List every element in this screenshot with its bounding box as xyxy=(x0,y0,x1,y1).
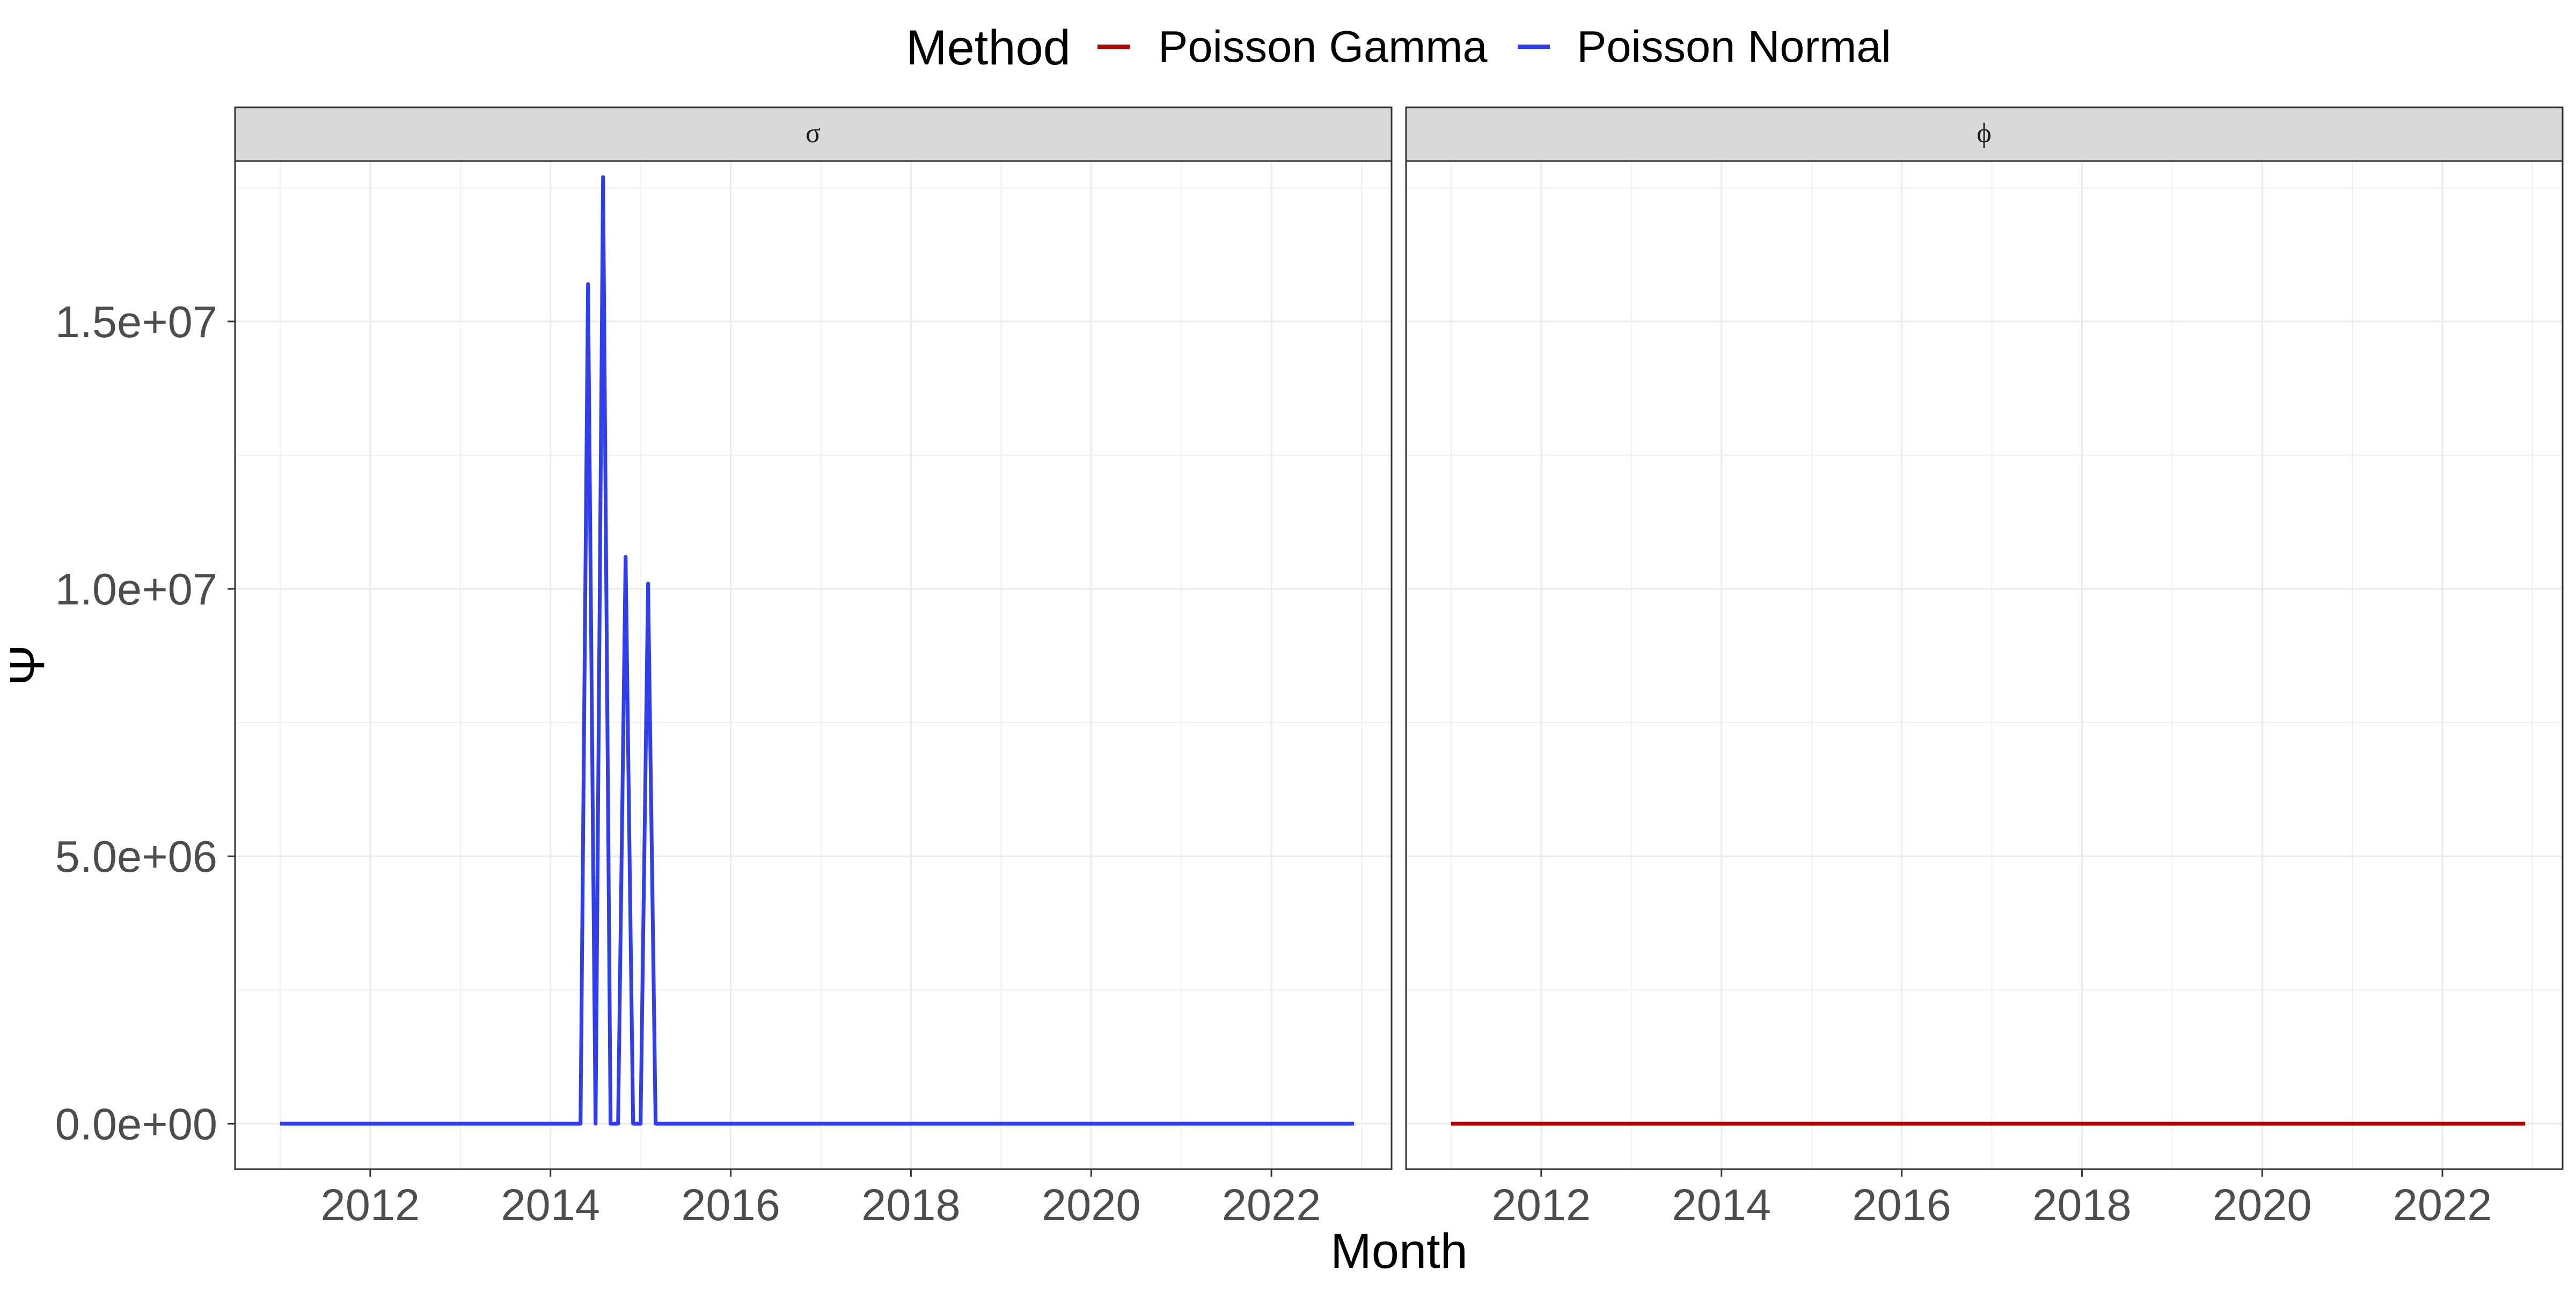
x-tick-label: 2014 xyxy=(1672,1180,1771,1230)
legend-title: Method xyxy=(906,20,1071,75)
x-axis-sigma: 2012 2014 2016 2018 2020 2022 xyxy=(321,1169,1321,1230)
x-tick-label: 2018 xyxy=(2032,1180,2132,1230)
panel-border-phi xyxy=(1405,160,2564,1170)
y-axis-title: Ψ xyxy=(0,645,55,686)
y-tick-label: 0.0e+00 xyxy=(55,1099,217,1149)
facet-panel-phi: ϕ xyxy=(1405,106,2564,1170)
legend-label-poisson-normal: Poisson Normal xyxy=(1577,21,1891,71)
panel-border-sigma xyxy=(234,160,1393,1170)
panel-background-sigma xyxy=(235,161,1392,1169)
y-tick-label: 1.0e+07 xyxy=(55,564,217,614)
legend: Method Poisson Gamma Poisson Normal xyxy=(906,20,1891,75)
x-tick-label: 2020 xyxy=(2213,1180,2312,1230)
facet-label-phi: ϕ xyxy=(1977,118,1991,149)
x-tick-label: 2018 xyxy=(861,1180,961,1230)
y-tick-label: 5.0e+06 xyxy=(55,832,217,881)
series-lines-sigma xyxy=(280,175,1354,1126)
facet-label-sigma: σ xyxy=(806,118,821,149)
x-tick-label: 2012 xyxy=(321,1180,420,1230)
x-tick-label: 2022 xyxy=(2393,1180,2492,1230)
x-tick-label: 2022 xyxy=(1222,1180,1321,1230)
gridlines-sigma xyxy=(235,161,1392,1169)
series-line-poisson-normal xyxy=(280,175,1354,1126)
gridlines-phi xyxy=(1406,161,2563,1169)
facet-strip-sigma xyxy=(234,106,1393,162)
x-axis-phi: 2012 2014 2016 2018 2020 2022 xyxy=(1492,1169,2492,1230)
facet-panel-sigma: σ xyxy=(234,106,1393,1170)
x-axis-title: Month xyxy=(1330,1224,1468,1279)
x-tick-label: 2014 xyxy=(501,1180,600,1230)
x-tick-label: 2012 xyxy=(1492,1180,1591,1230)
legend-label-poisson-gamma: Poisson Gamma xyxy=(1158,21,1488,71)
y-axis: 0.0e+00 5.0e+06 1.0e+07 1.5e+07 xyxy=(55,297,235,1149)
x-tick-label: 2016 xyxy=(681,1180,780,1230)
y-tick-label: 1.5e+07 xyxy=(55,297,217,347)
panel-background-phi xyxy=(1406,161,2563,1169)
x-tick-label: 2020 xyxy=(1042,1180,1141,1230)
x-tick-label: 2016 xyxy=(1852,1180,1951,1230)
facet-strip-phi xyxy=(1405,106,2564,162)
